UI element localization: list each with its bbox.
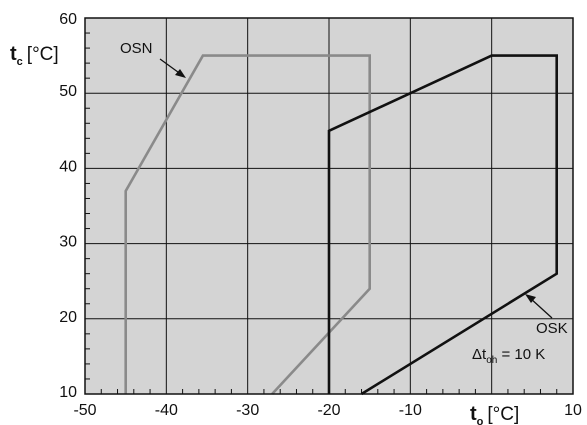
superheat-value: = 10 K (497, 346, 545, 363)
osn-pointer-arrowhead-icon (175, 69, 186, 78)
x-axis-label-backdrop (466, 400, 546, 425)
x-tick-labels: -50-40-30-20-10010 (73, 402, 582, 419)
x-tick-label: -30 (236, 402, 259, 419)
x-axis-unit: [°C] (487, 404, 519, 425)
y-axis-unit: [°C] (27, 44, 59, 65)
x-axis-label: to [°C] (470, 403, 519, 425)
y-tick-label: 50 (59, 83, 77, 100)
x-axis-symbol: t (470, 403, 477, 425)
superheat-annotation: Δtoh = 10 K (472, 346, 545, 366)
superheat-subscript: oh (486, 355, 497, 366)
x-tick-label: -10 (399, 402, 422, 419)
x-axis-subscript: o (477, 416, 484, 425)
y-axis-subscript: c (17, 56, 23, 68)
series-line-osk (327, 54, 559, 396)
minor-ticks (85, 32, 558, 394)
y-tick-label: 40 (59, 158, 77, 175)
superheat-symbol: Δt (472, 346, 487, 363)
y-tick-label: 30 (59, 234, 77, 251)
y-tick-labels: 10 20 30 40 50 60 (59, 11, 77, 401)
y-axis-label: tc [°C] (10, 43, 59, 68)
series-label-osn: OSN (120, 40, 153, 57)
x-tick-label: -40 (155, 402, 178, 419)
x-tick-label: -20 (317, 402, 340, 419)
x-tick-label: -50 (73, 402, 96, 419)
series-line-osn (124, 54, 372, 395)
series-label-osk: OSK (536, 320, 568, 337)
osk-pointer-arrowhead-icon (525, 294, 536, 303)
x-tick-label: 10 (564, 402, 582, 419)
y-tick-label: 60 (59, 11, 77, 28)
osk-label-pointer (529, 297, 553, 319)
plot-frame (84, 17, 574, 395)
y-axis-symbol: t (10, 43, 17, 65)
y-tick-label: 10 (59, 384, 77, 401)
y-tick-label: 20 (59, 309, 77, 326)
